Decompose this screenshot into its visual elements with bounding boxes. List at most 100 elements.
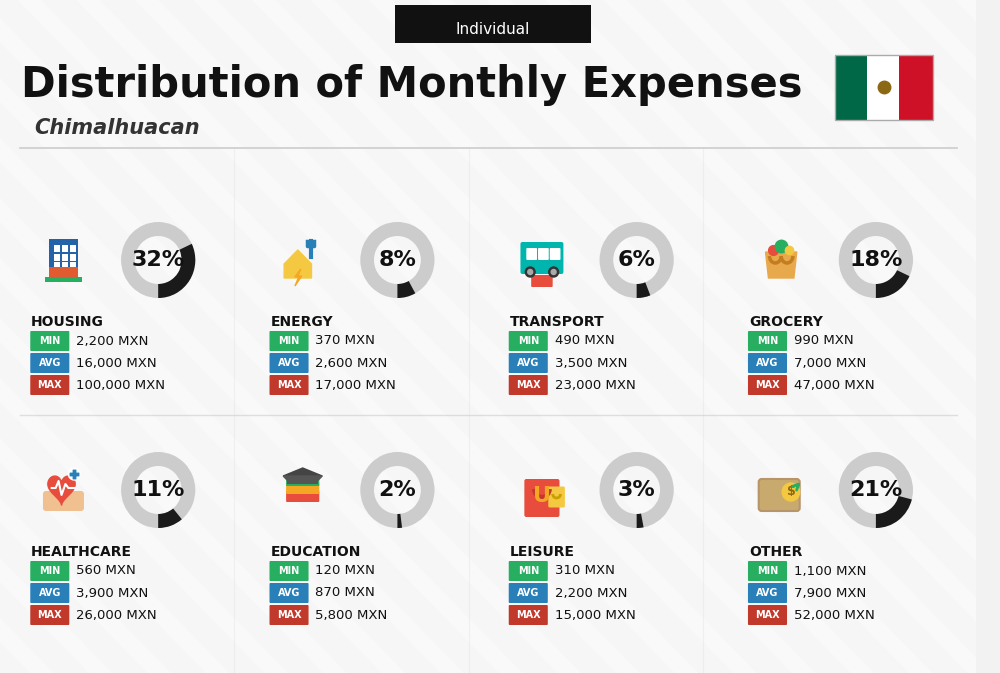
FancyBboxPatch shape — [62, 262, 68, 269]
Text: MIN: MIN — [518, 566, 539, 576]
FancyBboxPatch shape — [509, 353, 548, 373]
Text: 870 MXN: 870 MXN — [315, 586, 375, 600]
Text: 21%: 21% — [849, 480, 903, 500]
Text: MAX: MAX — [37, 380, 62, 390]
Text: 310 MXN: 310 MXN — [555, 565, 614, 577]
Text: 2,600 MXN: 2,600 MXN — [315, 357, 388, 369]
FancyBboxPatch shape — [30, 561, 69, 581]
Circle shape — [549, 267, 559, 277]
FancyBboxPatch shape — [835, 55, 867, 120]
FancyBboxPatch shape — [520, 242, 563, 274]
Text: MAX: MAX — [755, 380, 780, 390]
Text: 15,000 MXN: 15,000 MXN — [555, 608, 635, 621]
FancyBboxPatch shape — [30, 375, 69, 395]
Text: MIN: MIN — [757, 566, 778, 576]
Text: 11%: 11% — [131, 480, 185, 500]
Text: EDUCATION: EDUCATION — [270, 545, 361, 559]
Text: MAX: MAX — [37, 610, 62, 620]
FancyBboxPatch shape — [524, 479, 560, 517]
FancyBboxPatch shape — [270, 583, 309, 603]
Text: 17,000 MXN: 17,000 MXN — [315, 378, 396, 392]
FancyBboxPatch shape — [70, 254, 76, 260]
FancyBboxPatch shape — [899, 55, 933, 120]
Polygon shape — [284, 250, 311, 278]
Circle shape — [782, 483, 800, 501]
Wedge shape — [637, 513, 644, 528]
Text: 990 MXN: 990 MXN — [794, 334, 853, 347]
Text: 3,900 MXN: 3,900 MXN — [76, 586, 148, 600]
Text: AVG: AVG — [517, 358, 539, 368]
Text: 5,800 MXN: 5,800 MXN — [315, 608, 388, 621]
Text: 370 MXN: 370 MXN — [315, 334, 375, 347]
Polygon shape — [283, 476, 322, 480]
FancyBboxPatch shape — [270, 353, 309, 373]
Text: Distribution of Monthly Expenses: Distribution of Monthly Expenses — [21, 64, 803, 106]
Polygon shape — [766, 252, 797, 278]
Circle shape — [528, 269, 533, 275]
Polygon shape — [283, 468, 322, 476]
Text: AVG: AVG — [756, 588, 779, 598]
FancyBboxPatch shape — [550, 248, 560, 260]
FancyBboxPatch shape — [70, 271, 76, 277]
FancyBboxPatch shape — [509, 331, 548, 351]
Text: MAX: MAX — [755, 610, 780, 620]
Wedge shape — [839, 222, 913, 298]
FancyBboxPatch shape — [30, 331, 69, 351]
Text: 6%: 6% — [618, 250, 656, 270]
FancyBboxPatch shape — [748, 331, 787, 351]
Polygon shape — [48, 476, 75, 505]
FancyBboxPatch shape — [748, 375, 787, 395]
Text: 7,000 MXN: 7,000 MXN — [794, 357, 866, 369]
FancyBboxPatch shape — [748, 605, 787, 625]
Text: 47,000 MXN: 47,000 MXN — [794, 378, 874, 392]
FancyBboxPatch shape — [509, 561, 548, 581]
Wedge shape — [876, 496, 912, 528]
Polygon shape — [295, 269, 302, 286]
Text: 560 MXN: 560 MXN — [76, 565, 136, 577]
Text: HEALTHCARE: HEALTHCARE — [31, 545, 132, 559]
Text: 8%: 8% — [378, 250, 416, 270]
Wedge shape — [360, 222, 435, 298]
Text: MIN: MIN — [39, 566, 60, 576]
FancyBboxPatch shape — [54, 254, 60, 260]
Text: HOUSING: HOUSING — [31, 315, 104, 329]
Text: AVG: AVG — [278, 588, 300, 598]
Text: 26,000 MXN: 26,000 MXN — [76, 608, 157, 621]
Text: 3,500 MXN: 3,500 MXN — [555, 357, 627, 369]
Text: 23,000 MXN: 23,000 MXN — [555, 378, 635, 392]
Text: MAX: MAX — [277, 380, 301, 390]
Text: MIN: MIN — [518, 336, 539, 346]
FancyBboxPatch shape — [270, 375, 309, 395]
Text: 18%: 18% — [849, 250, 903, 270]
Text: MIN: MIN — [278, 566, 300, 576]
FancyBboxPatch shape — [531, 275, 553, 287]
FancyBboxPatch shape — [286, 475, 319, 486]
FancyBboxPatch shape — [30, 583, 69, 603]
FancyBboxPatch shape — [287, 476, 318, 484]
Text: 16,000 MXN: 16,000 MXN — [76, 357, 157, 369]
Text: Chimalhuacan: Chimalhuacan — [34, 118, 200, 138]
Text: 2,200 MXN: 2,200 MXN — [555, 586, 627, 600]
Wedge shape — [397, 281, 415, 298]
Text: 32%: 32% — [132, 250, 185, 270]
FancyBboxPatch shape — [70, 262, 76, 269]
FancyBboxPatch shape — [748, 353, 787, 373]
FancyBboxPatch shape — [270, 331, 309, 351]
FancyBboxPatch shape — [395, 5, 591, 43]
Text: 2,200 MXN: 2,200 MXN — [76, 334, 149, 347]
Wedge shape — [158, 509, 182, 528]
Text: OTHER: OTHER — [749, 545, 802, 559]
Text: 3%: 3% — [618, 480, 656, 500]
FancyBboxPatch shape — [538, 248, 549, 260]
FancyBboxPatch shape — [509, 375, 548, 395]
FancyBboxPatch shape — [45, 277, 82, 282]
FancyBboxPatch shape — [867, 55, 899, 120]
Circle shape — [68, 468, 80, 480]
Circle shape — [525, 267, 535, 277]
FancyBboxPatch shape — [509, 605, 548, 625]
Text: 100,000 MXN: 100,000 MXN — [76, 378, 165, 392]
Text: MIN: MIN — [39, 336, 60, 346]
Polygon shape — [46, 494, 81, 506]
Text: MAX: MAX — [277, 610, 301, 620]
Circle shape — [551, 269, 556, 275]
